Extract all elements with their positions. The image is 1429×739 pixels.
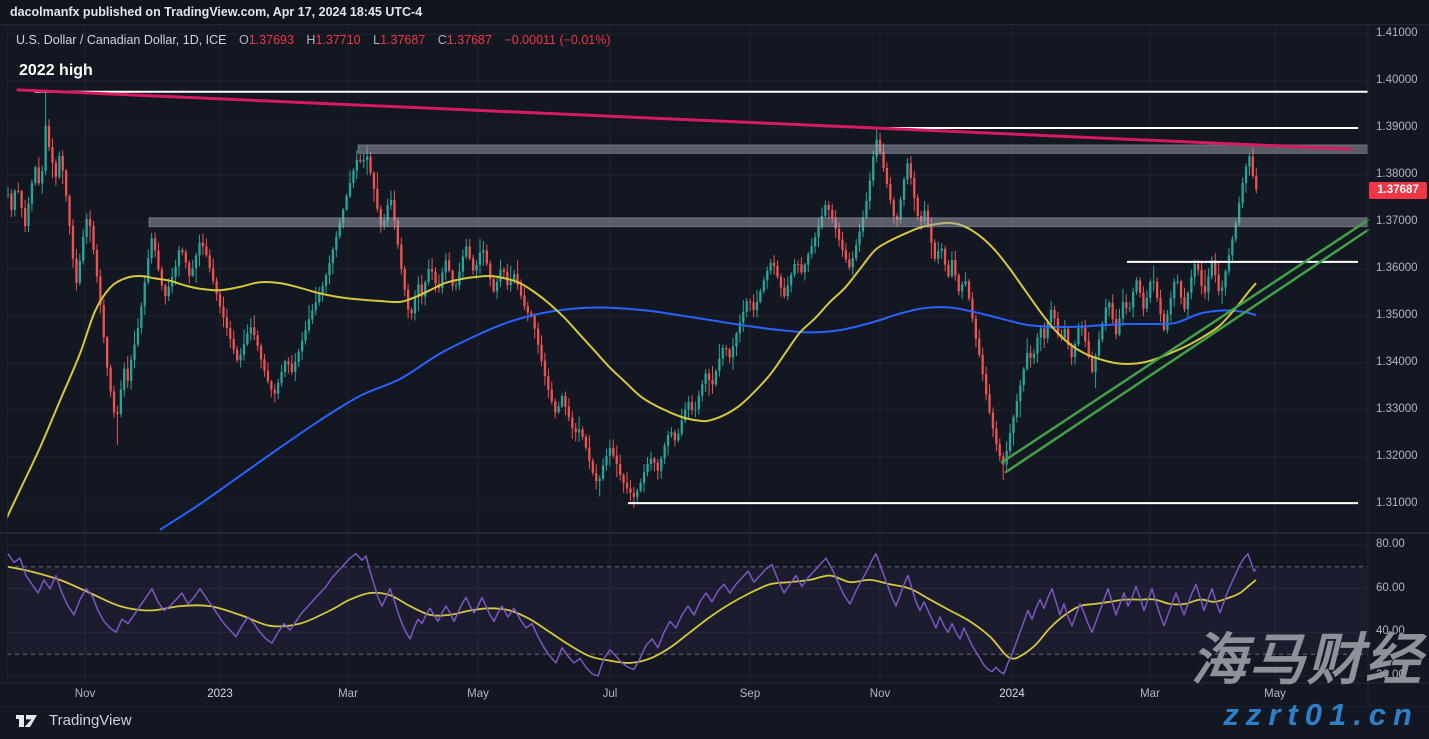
time-axis-label: Mar (1140, 688, 1160, 700)
zone-1-385 (357, 144, 1369, 154)
tradingview-brand-text: TradingView (49, 712, 132, 729)
watermark-chinese: 海马财经 (1191, 628, 1423, 691)
time-axis-label: May (1264, 688, 1286, 700)
rsi-axis-label: 60.00 (1376, 581, 1405, 594)
last-price-badge: 1.37687 (1369, 181, 1427, 199)
open-label: O (239, 33, 249, 47)
price-axis-label: 1.39000 (1376, 121, 1418, 133)
open-value: 1.37693 (248, 33, 294, 47)
tradingview-footer[interactable]: TradingView (16, 712, 132, 729)
time-axis-label: May (467, 688, 489, 700)
rsi-axis-label: 80.00 (1376, 538, 1405, 550)
price-axis-label: 1.34000 (1376, 356, 1418, 368)
annotation-2022-high[interactable]: 2022 high (19, 62, 93, 79)
price-axis-label: 1.36000 (1376, 262, 1418, 274)
high-label: H (306, 33, 316, 47)
price-axis-label: 1.40000 (1376, 74, 1418, 86)
publish-text: dacolmanfx published on TradingView.com,… (10, 5, 423, 19)
moving-averages (7, 221, 1257, 531)
time-axis-label: Nov (74, 688, 96, 700)
low-label: L (373, 33, 381, 47)
channel-bottom (1004, 228, 1370, 474)
time-axis-label: Nov (869, 688, 891, 700)
close-value: 1.37687 (446, 33, 492, 47)
channel-top (1000, 218, 1370, 464)
time-axis-label: Mar (338, 688, 358, 700)
candlestick-series (7, 91, 1258, 508)
time-axis-label: 2024 (999, 688, 1025, 700)
rsi-indicator (7, 552, 1257, 677)
change-value: −0.00011 (−0.01%) (504, 33, 611, 47)
ma-slow-line (159, 306, 1257, 531)
price-axis-label: 1.32000 (1376, 450, 1418, 462)
ma-fast-line (7, 221, 1257, 520)
gridlines (7, 25, 1368, 683)
price-axis-label: 1.37000 (1376, 215, 1418, 227)
rsi-axis-label: 40.00 (1376, 625, 1405, 638)
time-axis-label: 2023 (207, 688, 233, 700)
price-axis-label: 1.33000 (1376, 403, 1418, 415)
rsi-ma-line (7, 565, 1257, 664)
price-axis-label: 1.38000 (1376, 168, 1418, 180)
time-axis-label: Jul (602, 688, 618, 700)
pane-frame (0, 24, 1429, 708)
zone-1-37 (148, 217, 1369, 228)
symbol-title[interactable]: U.S. Dollar / Canadian Dollar, 1D, ICE (16, 33, 227, 47)
rsi-axis-label: 20.00 (1376, 668, 1405, 681)
watermark-url: zzrt01.cn (1223, 697, 1419, 732)
symbol-legend[interactable]: U.S. Dollar / Canadian Dollar, 1D, ICE O… (16, 33, 611, 47)
price-axis-label: 1.41000 (1376, 27, 1418, 39)
close-label: C (437, 33, 447, 47)
low-value: 1.37687 (380, 33, 426, 47)
time-axis-label: Sep (739, 688, 761, 700)
rsi-line (7, 552, 1257, 677)
high-value: 1.37710 (315, 33, 361, 47)
price-axis-label: 1.31000 (1376, 497, 1418, 509)
publish-bar: dacolmanfx published on TradingView.com,… (0, 0, 1429, 25)
descending-trendline (16, 88, 1352, 151)
tradingview-logo-icon (16, 714, 37, 727)
price-axis-label: 1.35000 (1376, 309, 1418, 321)
rsi-band (7, 566, 1368, 655)
